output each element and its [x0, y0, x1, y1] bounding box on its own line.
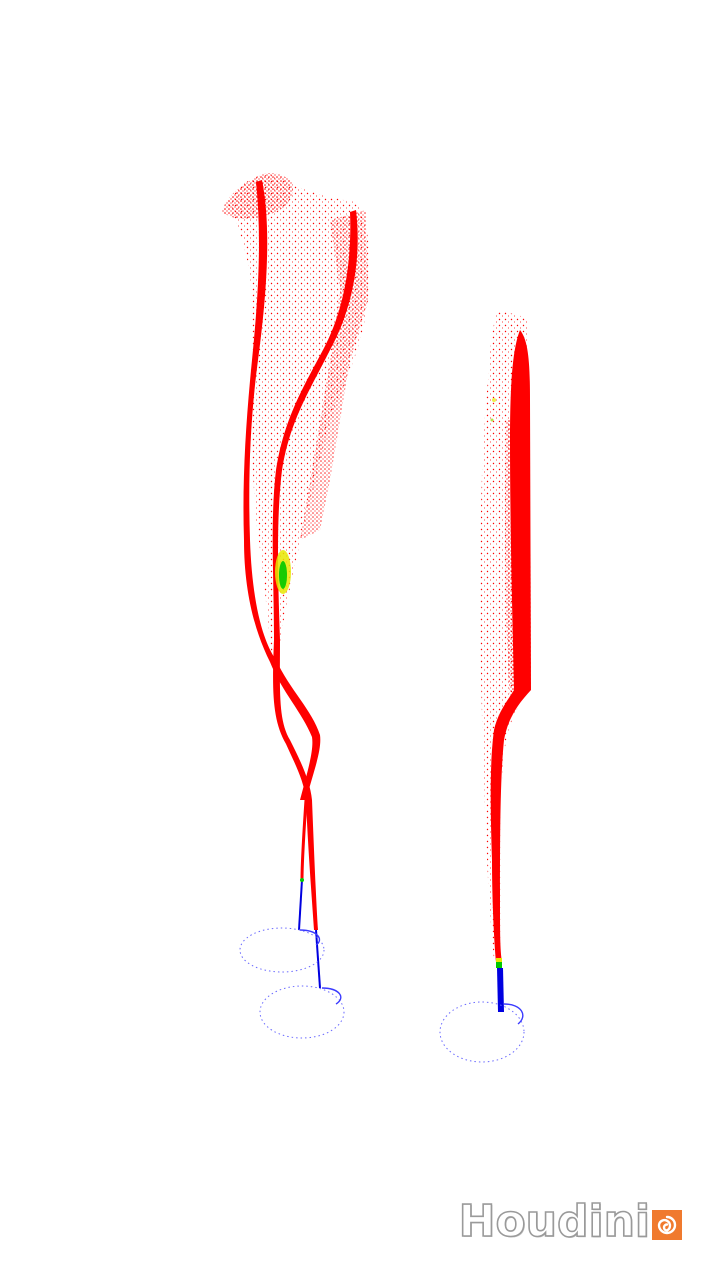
right-source-ring: [439, 1001, 525, 1063]
left-source-ring-1-arc: [299, 929, 321, 946]
right-particle-plume: [439, 310, 531, 1063]
right-plume-yellow-fleck: [492, 398, 496, 402]
left-stream-b: [315, 929, 321, 989]
left-source-ring-1: [239, 927, 325, 973]
right-plume-green-fleck: [490, 418, 494, 422]
left-source-ring-2-arc: [321, 987, 342, 1005]
left-plume-dense-ribbon: [243, 180, 321, 800]
left-stream-a-top: [300, 799, 308, 881]
left-particle-plume: [222, 173, 370, 1039]
right-plume-inner-dense: [505, 410, 531, 700]
right-source-ring-arc: [503, 1003, 524, 1025]
left-plume-top-spray: [222, 173, 293, 219]
houdini-wordmark: Houdini: [458, 1196, 651, 1247]
right-plume-green-band: [496, 962, 502, 968]
houdini-swirl-icon: [652, 1210, 682, 1240]
right-plume-yellow-band: [496, 958, 502, 962]
left-plume-ribbon-2: [272, 210, 358, 930]
left-stream-a: [298, 879, 303, 931]
left-stream-a-green: [300, 878, 304, 882]
houdini-watermark: Houdini: [458, 1196, 682, 1247]
left-source-ring-2: [259, 985, 345, 1039]
left-plume-green-zone: [279, 561, 287, 589]
right-plume-blue-base: [497, 968, 504, 1012]
left-plume-streaks: [300, 210, 368, 540]
